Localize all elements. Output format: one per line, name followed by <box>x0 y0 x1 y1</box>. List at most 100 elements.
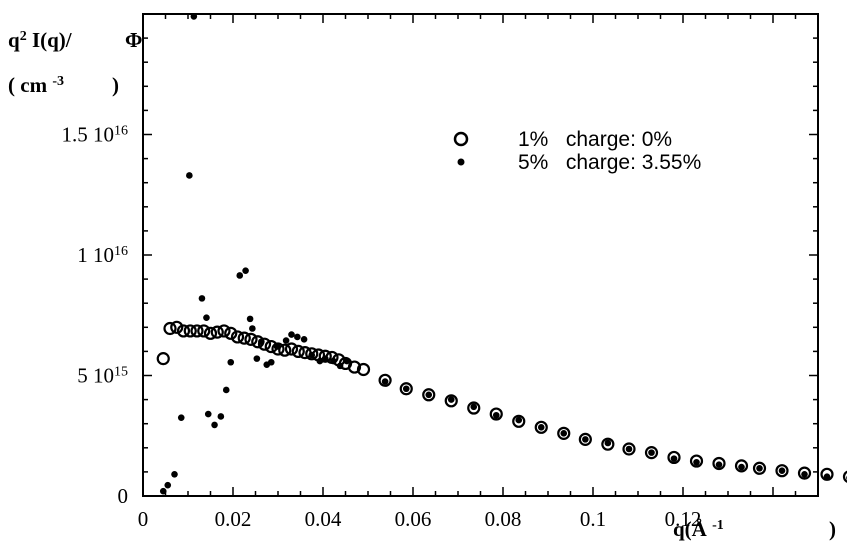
series-open-circles <box>156 320 847 483</box>
data-point-open-circle <box>237 331 251 345</box>
data-point-filled-dot <box>447 396 455 403</box>
plot-frame <box>142 13 819 497</box>
data-point-open-circle <box>210 325 224 339</box>
data-point-filled-dot <box>756 464 763 472</box>
data-point-open-circle <box>190 324 204 338</box>
legend-filled-dot-marker <box>457 158 465 166</box>
data-point-open-circle <box>601 437 615 451</box>
data-point-open-circle <box>797 466 812 480</box>
data-point-open-circle <box>197 324 211 338</box>
legend-open-circle-marker <box>453 131 469 147</box>
data-point-filled-dot <box>177 414 185 421</box>
data-point-open-circle <box>156 352 170 366</box>
data-point-open-circle <box>183 324 197 338</box>
x-tick-label: 0.1 <box>580 507 606 531</box>
data-point-open-circle <box>176 324 191 338</box>
data-point-filled-dot <box>425 391 433 399</box>
data-point-open-circle <box>217 324 231 338</box>
data-point-filled-dot <box>801 471 808 478</box>
data-point-open-circle <box>489 407 503 421</box>
data-point-open-circle <box>399 382 413 396</box>
data-point-filled-dot <box>190 13 198 20</box>
data-point-filled-dot <box>582 436 589 443</box>
data-point-open-circle <box>534 420 548 434</box>
data-point-filled-dot <box>217 413 225 420</box>
legend: 1% charge: 0% 5% charge: 3.55% <box>453 128 701 174</box>
data-point-filled-dot <box>253 355 261 362</box>
data-point-open-circle <box>842 470 847 483</box>
data-point-filled-dot <box>204 410 212 418</box>
data-point-filled-dot <box>738 463 745 471</box>
data-point-open-circle <box>734 459 749 473</box>
y-tick-label: 1 1016 <box>77 243 128 267</box>
data-point-filled-dot <box>492 411 500 419</box>
data-point-filled-dot <box>537 424 545 431</box>
x-axis-title: q(Å -1) <box>673 517 836 541</box>
data-point-filled-dot <box>203 314 210 321</box>
data-point-filled-dot <box>308 351 316 359</box>
data-point-filled-dot <box>321 355 329 362</box>
y-axis-title-line-2: ( cm -3) <box>8 73 119 97</box>
data-point-filled-dot <box>515 416 523 424</box>
y-tick-label: 0 <box>118 484 129 508</box>
data-point-open-circle <box>712 456 726 471</box>
data-point-filled-dot <box>470 403 478 411</box>
series-filled-dots <box>159 13 847 495</box>
data-point-open-circle <box>278 343 292 357</box>
data-point-open-circle <box>244 332 258 346</box>
data-point-open-circle <box>512 414 526 428</box>
data-point-filled-dot <box>249 325 256 332</box>
data-point-open-circle <box>291 344 305 358</box>
data-point-filled-dot <box>288 331 295 338</box>
data-point-filled-dot <box>402 385 410 393</box>
data-point-open-circle <box>224 326 238 340</box>
data-point-filled-dot <box>715 461 723 468</box>
data-point-filled-dot <box>823 473 831 481</box>
data-point-filled-dot <box>242 267 249 274</box>
data-point-open-circle <box>170 320 184 334</box>
x-axis-ticks: 0 0.02 0.04 0.06 0.08 0.1 0.12 <box>138 14 819 531</box>
data-point-filled-dot <box>227 358 235 366</box>
legend-label-series-2: 5% charge: 3.55% <box>518 151 701 174</box>
data-point-open-circle <box>422 388 436 402</box>
data-point-open-circle <box>557 426 571 440</box>
data-point-filled-dot <box>171 471 178 478</box>
data-point-open-circle <box>578 432 592 446</box>
data-point-open-circle <box>230 330 245 344</box>
data-point-filled-dot <box>273 343 281 350</box>
data-point-open-circle <box>622 442 636 456</box>
x-tick-label: 0.04 <box>305 507 342 531</box>
data-point-filled-dot <box>294 333 301 341</box>
y-axis-title-line-1: q2 I(q)/ Φ <box>8 28 142 52</box>
x-tick-label: 0.08 <box>485 507 522 531</box>
data-point-open-circle <box>257 337 272 351</box>
data-point-filled-dot <box>198 295 206 302</box>
data-point-filled-dot <box>670 455 678 462</box>
data-point-filled-dot <box>604 439 612 447</box>
data-point-filled-dot <box>211 421 218 429</box>
data-point-open-circle <box>356 362 371 377</box>
data-point-filled-dot <box>648 449 655 456</box>
data-point-open-circle <box>305 347 319 361</box>
data-point-filled-dot <box>186 172 193 179</box>
data-point-filled-dot <box>222 386 230 394</box>
data-point-filled-dot <box>246 315 254 323</box>
legend-label-series-1: 1% charge: 0% <box>518 128 672 151</box>
data-point-filled-dot <box>693 458 700 466</box>
data-point-open-circle <box>667 450 681 465</box>
data-point-filled-dot <box>267 358 275 366</box>
data-point-filled-dot <box>343 357 351 365</box>
x-tick-label: 0.02 <box>215 507 252 531</box>
data-point-open-circle <box>163 321 177 336</box>
y-tick-label: 5 1015 <box>77 364 128 388</box>
data-point-filled-dot <box>159 487 167 495</box>
data-point-filled-dot <box>625 445 633 453</box>
data-point-open-circle <box>444 394 458 408</box>
data-point-filled-dot <box>236 272 244 279</box>
data-point-open-circle <box>752 461 767 475</box>
data-point-open-circle <box>467 401 481 415</box>
data-point-open-circle <box>284 342 299 356</box>
data-point-open-circle <box>378 373 392 387</box>
x-tick-label: 0.06 <box>395 507 432 531</box>
